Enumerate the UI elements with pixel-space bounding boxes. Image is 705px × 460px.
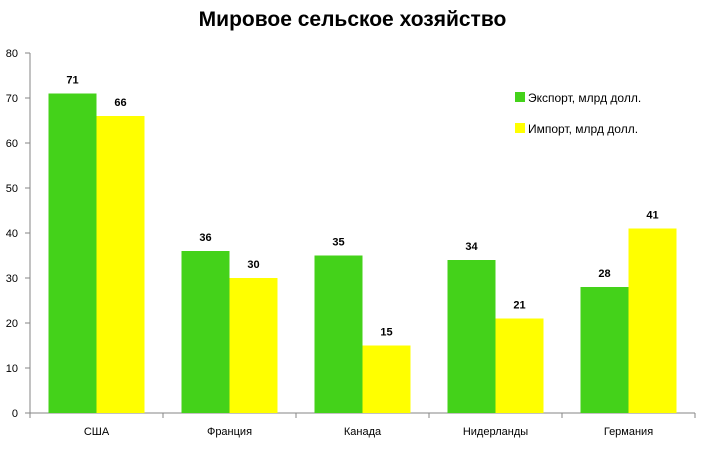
chart-title: Мировое сельское хозяйство — [198, 8, 507, 31]
legend: Экспорт, млрд долл. Импорт, млрд долл. — [515, 91, 641, 136]
bar-value-label: 28 — [598, 268, 610, 280]
export-bar — [580, 287, 629, 413]
export-bar — [314, 255, 363, 413]
x-category-label: Франция — [207, 426, 252, 438]
x-category-label: США — [84, 426, 110, 438]
bar-value-label: 41 — [646, 210, 658, 222]
x-category-label: Канада — [344, 426, 382, 438]
import-bar — [628, 228, 677, 413]
export-bar — [181, 251, 230, 413]
bar-value-label: 30 — [247, 259, 259, 271]
legend-swatch — [515, 123, 525, 133]
bars — [48, 93, 677, 413]
y-tick-label: 50 — [6, 183, 18, 195]
legend-label: Импорт, млрд долл. — [528, 122, 638, 136]
import-bar — [495, 318, 544, 413]
export-bar — [447, 260, 496, 413]
bar-value-label: 21 — [513, 300, 525, 312]
y-tick-label: 10 — [6, 363, 18, 375]
y-tick-label: 40 — [6, 228, 18, 240]
import-bar — [362, 345, 411, 413]
legend-swatch — [515, 92, 525, 102]
x-category-label: Нидерланды — [463, 426, 528, 438]
import-bar — [96, 116, 145, 413]
import-bar — [229, 278, 278, 413]
bar-value-label: 35 — [332, 237, 344, 249]
bar-value-label: 71 — [66, 75, 78, 87]
y-tick-label: 60 — [6, 138, 18, 150]
bar-value-label: 66 — [114, 97, 126, 109]
data-labels: 71 36 35 34 28 66 30 15 21 41 — [66, 75, 658, 339]
bar-value-label: 36 — [199, 232, 211, 244]
y-tick-label: 20 — [6, 318, 18, 330]
y-tick-label: 80 — [6, 48, 18, 60]
bar-value-label: 34 — [465, 241, 478, 253]
legend-label: Экспорт, млрд долл. — [528, 91, 641, 105]
bar-value-label: 15 — [380, 327, 392, 339]
y-tick-label: 70 — [6, 93, 18, 105]
y-tick-label: 0 — [12, 408, 18, 420]
x-category-label: Германия — [604, 426, 653, 438]
export-bar — [48, 93, 97, 413]
y-tick-label: 30 — [6, 273, 18, 285]
